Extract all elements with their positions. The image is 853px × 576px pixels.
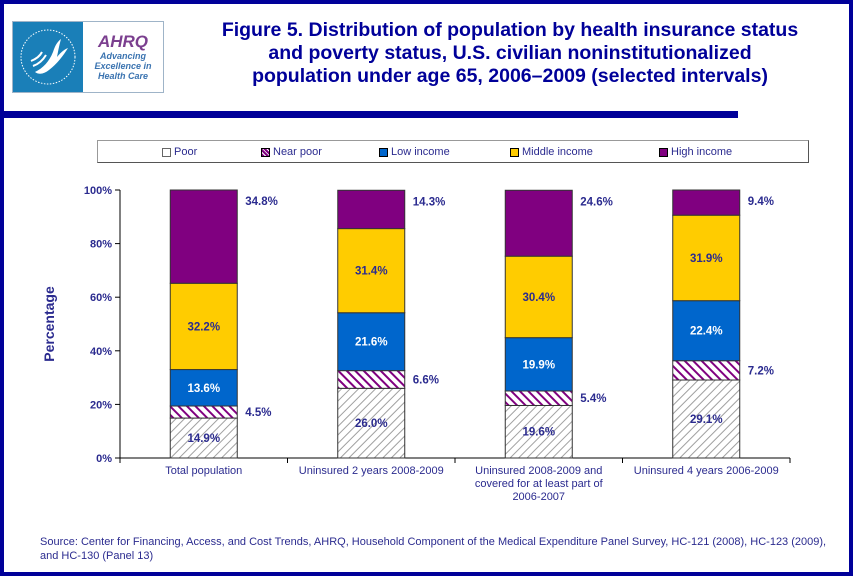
- data-label-low-income: 13.6%: [187, 383, 220, 395]
- bar-segment-high-income: [337, 189, 406, 230]
- bar-segment-poor: [337, 387, 406, 459]
- legend-label-middle-income: Middle income: [522, 146, 593, 158]
- y-tick-label: 100%: [84, 185, 112, 197]
- bar-segment-near-poor: [169, 405, 238, 419]
- title-line-3: population under age 65, 2006–2009 (sele…: [252, 65, 768, 87]
- category-labels: Total population Uninsured 2 years 2008-2…: [165, 465, 779, 503]
- bar-segment-poor: [672, 379, 741, 459]
- y-tick-label: 80%: [90, 239, 112, 251]
- bar-segment-low-income: [672, 300, 741, 362]
- hhs-seal-icon: [13, 22, 83, 92]
- ahrq-brand: AHRQ Advancing Excellence in Health Care: [83, 22, 163, 92]
- ahrq-wordmark: AHRQ: [97, 32, 149, 51]
- data-label-middle-income: 31.4%: [355, 266, 388, 278]
- bar-segment-high-income: [169, 189, 238, 284]
- data-label-high-income: 14.3%: [413, 196, 446, 208]
- y-tick-label: 20%: [90, 399, 112, 411]
- y-axis-label: Percentage: [41, 286, 57, 362]
- data-label-high-income: 9.4%: [748, 196, 774, 208]
- bar-segment-poor: [169, 417, 238, 459]
- figure-title: Figure 5. Distribution of population by …: [180, 19, 840, 88]
- bar-segment-middle-income: [672, 214, 741, 302]
- bar-segment-middle-income: [169, 282, 238, 371]
- bar-segment-near-poor: [504, 390, 573, 406]
- ahrq-tagline-3: Health Care: [97, 71, 149, 81]
- bar-segment-near-poor: [337, 370, 406, 389]
- data-label-middle-income: 30.4%: [522, 292, 555, 304]
- source-note: Source: Center for Financing, Access, an…: [40, 536, 827, 562]
- title-line-1: Figure 5. Distribution of population by …: [221, 19, 799, 41]
- title-divider: [0, 111, 738, 118]
- ahrq-logo: AHRQ Advancing Excellence in Health Care: [12, 21, 164, 93]
- title-line-2: and poverty status, U.S. civilian nonins…: [268, 42, 752, 64]
- legend-item-poor: Poor: [162, 146, 197, 158]
- y-tick-label: 0%: [96, 453, 112, 465]
- bar-segment-low-income: [504, 337, 573, 392]
- data-label-middle-income: 32.2%: [187, 321, 220, 333]
- y-tick-label: 40%: [90, 346, 112, 358]
- legend-label-low-income: Low income: [391, 146, 450, 158]
- ahrq-tagline-2: Excellence in: [94, 61, 152, 71]
- legend-label-poor: Poor: [174, 146, 198, 158]
- data-label-low-income: 21.6%: [355, 337, 388, 349]
- data-label-high-income: 34.8%: [245, 196, 278, 208]
- legend-label-near-poor: Near poor: [273, 146, 322, 158]
- legend-item-middle-income: Middle income: [510, 146, 593, 158]
- data-label-poor: 14.9%: [187, 433, 220, 445]
- chart-legend: Poor Near poor Low income Middle income …: [97, 140, 809, 163]
- legend-label-high-income: High income: [671, 146, 733, 158]
- data-label-low-income: 22.4%: [690, 326, 723, 338]
- category-label: Uninsured 2008-2009 and: [475, 465, 602, 477]
- data-label-poor: 29.1%: [690, 414, 723, 426]
- legend-item-high-income: High income: [659, 146, 732, 158]
- data-label-middle-income: 31.9%: [690, 253, 723, 265]
- bar-segment-poor: [504, 404, 573, 459]
- legend-swatch-middle-income: [510, 147, 519, 157]
- data-labels: 14.9% 4.5% 13.6% 32.2% 34.8% 26.0% 6.6% 21.6% 31…: [187, 196, 774, 445]
- data-label-poor: 26.0%: [355, 418, 388, 430]
- category-label: covered for at least part of: [475, 478, 604, 490]
- bar-segment-low-income: [337, 312, 406, 372]
- category-label: 2006-2007: [512, 491, 565, 503]
- ahrq-tagline-1: Advancing: [99, 51, 146, 61]
- bar-segment-low-income: [169, 369, 238, 407]
- category-label: Uninsured 2 years 2008-2009: [299, 465, 444, 477]
- legend-swatch-poor: [162, 147, 171, 157]
- y-tick-label: 60%: [90, 292, 112, 304]
- hhs-eagle-icon: [20, 29, 76, 85]
- data-label-high-income: 24.6%: [580, 196, 613, 208]
- bar-segment-high-income: [504, 189, 573, 257]
- legend-swatch-high-income: [659, 147, 668, 157]
- data-label-near-poor: 5.4%: [580, 393, 606, 405]
- bar-segment-high-income: [672, 189, 741, 216]
- data-label-poor: 19.6%: [522, 427, 555, 439]
- data-label-near-poor: 4.5%: [245, 407, 271, 419]
- bars: [169, 189, 741, 459]
- bar-segment-middle-income: [337, 228, 406, 314]
- legend-item-low-income: Low income: [379, 146, 450, 158]
- category-label: Uninsured 4 years 2006-2009: [634, 465, 779, 477]
- data-label-near-poor: 7.2%: [748, 365, 774, 377]
- category-label: Total population: [165, 465, 242, 477]
- legend-swatch-near-poor: [261, 147, 270, 157]
- legend-swatch-low-income: [379, 147, 388, 157]
- legend-item-near-poor: Near poor: [261, 146, 322, 158]
- data-label-low-income: 19.9%: [522, 359, 555, 371]
- bar-segment-near-poor: [672, 360, 741, 381]
- data-label-near-poor: 6.6%: [413, 374, 439, 386]
